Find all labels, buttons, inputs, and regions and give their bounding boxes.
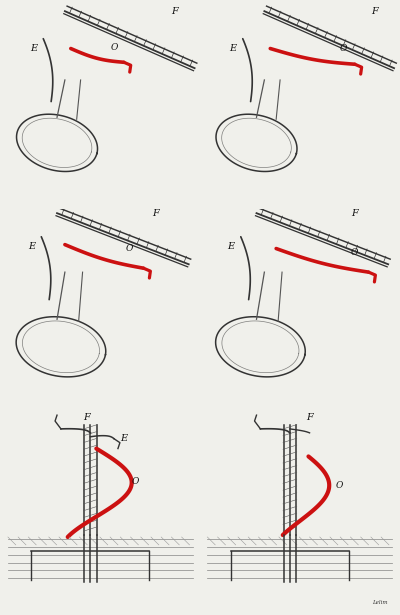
Text: O: O [110, 43, 118, 52]
Text: E: E [229, 44, 236, 53]
Text: O: O [132, 477, 139, 486]
Text: F: F [83, 413, 90, 422]
Text: E: E [227, 242, 234, 251]
Text: E: E [30, 44, 37, 53]
Text: E: E [28, 242, 35, 251]
Text: F: F [306, 413, 313, 422]
Text: Lelim: Lelim [372, 600, 388, 605]
Text: E: E [120, 434, 128, 443]
Text: F: F [152, 208, 159, 218]
Text: O: O [351, 248, 358, 257]
Text: O: O [339, 44, 347, 53]
Text: F: F [371, 7, 378, 15]
Text: F: F [351, 208, 358, 218]
Text: F: F [172, 7, 178, 15]
Text: O: O [335, 482, 343, 490]
Text: O: O [126, 244, 134, 253]
